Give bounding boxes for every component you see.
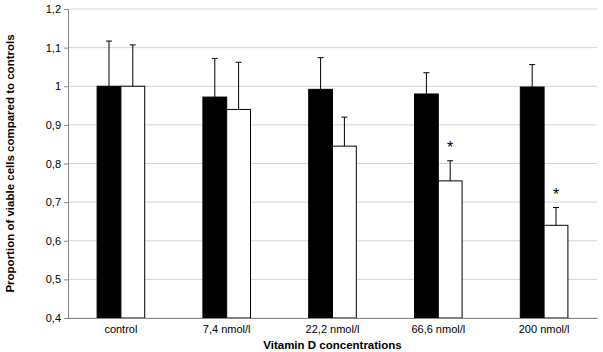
error-line [214,58,215,97]
y-axis-title: Proportion of viable cells compared to c… [4,34,16,292]
tick-mark [64,125,68,126]
bar [309,89,333,318]
error-cap [236,62,242,63]
tick-label: 1,2 [46,3,61,15]
marks [97,41,568,318]
tick: control [104,318,137,335]
error-cap [529,64,535,65]
grid-line [68,86,597,87]
tick-label: 0,4 [46,312,61,324]
error-cap [212,58,218,59]
bar [203,97,227,318]
error-bar [236,62,242,109]
annotation: * [447,139,453,156]
error-cap [318,57,324,58]
tick-mark [64,241,68,242]
bar [438,181,462,318]
axis-line [69,318,598,319]
x-axis-title: Vitamin D concentrations [263,339,401,351]
tick: 7,4 nmol/l [203,318,251,335]
bar [227,109,251,318]
tick: 66,6 nmol/l [411,318,465,335]
tick-label: 1 [55,80,61,92]
error-bar [529,65,535,87]
tick: 1 [55,80,68,92]
tick-label: control [104,323,137,335]
error-line [532,65,533,87]
bar [333,146,357,318]
error-line [238,62,239,109]
tick: 1,1 [46,42,68,54]
tick-label: 0,7 [46,196,61,208]
axis-line [64,10,69,319]
error-line [132,45,133,86]
tick-mark [64,318,68,319]
tick: 0,8 [46,158,68,170]
annotation: * [553,186,559,203]
tick-label: 200 nmol/l [519,323,570,335]
tick: 22,2 nmol/l [306,318,360,335]
error-bar [553,208,559,226]
series [121,45,568,318]
tick-mark [64,9,68,10]
tick-label: 1,1 [46,42,61,54]
error-cap [423,72,429,73]
tick-label: 0,5 [46,273,61,285]
tick-mark [64,202,68,203]
error-bar [341,117,347,146]
tick-label: 0,8 [46,158,61,170]
chart: * * 0,4 0,5 0,6 0,7 0,8 0,9 1 1,1 1,2 control 7,4 nm… [0,0,603,352]
tick: 0,9 [46,119,68,131]
tick-label: 0,6 [46,235,61,247]
tick: 0,7 [46,196,68,208]
tick-mark [64,279,68,280]
bar [520,87,544,318]
y-axis: 0,4 0,5 0,6 0,7 0,8 0,9 1 1,1 1,2 [46,3,69,324]
error-line [556,208,557,226]
error-line [426,73,427,94]
error-cap [341,117,347,118]
error-cap [130,44,136,45]
error-cap [553,207,559,208]
grid [68,9,597,318]
tick-label: 66,6 nmol/l [411,323,465,335]
error-bar [423,73,429,94]
bar [544,225,568,318]
tick: 200 nmol/l [519,318,570,335]
error-line [108,41,109,86]
error-cap [106,41,112,42]
bar [97,86,121,318]
error-line [320,58,321,90]
error-bar [212,58,218,97]
tick: 0,6 [46,235,68,247]
error-bar [130,45,136,86]
plot-area: * * 0,4 0,5 0,6 0,7 0,8 0,9 1 1,1 1,2 control 7,4 nm… [46,3,598,335]
error-line [344,117,345,146]
bar [414,94,438,318]
bar [121,86,145,318]
error-cap [447,160,453,161]
grid-line [68,47,597,48]
tick-label: 22,2 nmol/l [306,323,360,335]
x-axis: control 7,4 nmol/l 22,2 nmol/l 66,6 nmol/l 2… [69,318,598,335]
series [97,41,544,318]
tick-mark [64,48,68,49]
grid-line [68,9,597,10]
error-line [450,161,451,181]
error-bar [318,58,324,90]
error-bar [106,41,112,86]
tick-mark [64,164,68,165]
tick: 1,2 [46,3,68,15]
tick-label: 0,9 [46,119,61,131]
tick-mark [64,86,68,87]
error-bar [447,161,453,181]
tick-label: 7,4 nmol/l [203,323,251,335]
tick: 0,5 [46,273,68,285]
tick: 0,4 [46,312,68,324]
